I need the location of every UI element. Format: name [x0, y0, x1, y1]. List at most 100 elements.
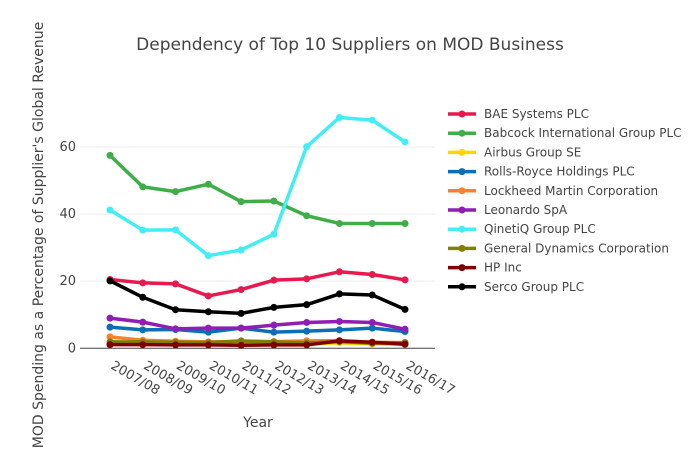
legend-label: HP Inc: [484, 261, 522, 275]
data-point[interactable]: [303, 143, 311, 151]
legend-label: General Dynamics Corporation: [484, 241, 669, 255]
data-point[interactable]: [237, 324, 245, 332]
data-point[interactable]: [335, 337, 343, 345]
series-line: [108, 154, 405, 226]
data-point[interactable]: [106, 314, 114, 322]
data-point[interactable]: [270, 341, 278, 349]
data-point[interactable]: [237, 198, 245, 206]
data-point[interactable]: [139, 226, 147, 234]
data-point[interactable]: [204, 308, 212, 316]
data-point[interactable]: [270, 321, 278, 329]
legend-swatch-marker: [458, 206, 466, 214]
data-point[interactable]: [368, 270, 376, 278]
data-point[interactable]: [172, 325, 180, 333]
legend-swatch-marker: [458, 225, 466, 233]
data-point[interactable]: [368, 116, 376, 124]
data-point[interactable]: [237, 309, 245, 317]
data-point[interactable]: [303, 327, 311, 335]
data-point[interactable]: [335, 268, 343, 276]
data-point[interactable]: [106, 323, 114, 331]
data-point[interactable]: [401, 325, 409, 333]
series-6: [106, 113, 409, 260]
data-point[interactable]: [368, 219, 376, 227]
data-point[interactable]: [270, 230, 278, 238]
legend-item[interactable]: Babcock International Group PLC: [448, 126, 682, 140]
legend-label: Serco Group PLC: [484, 280, 584, 294]
series-9: [106, 277, 409, 317]
data-point[interactable]: [204, 324, 212, 332]
legend-item[interactable]: Leonardo SpA: [448, 203, 568, 217]
legend-item[interactable]: Airbus Group SE: [448, 145, 581, 159]
data-point[interactable]: [204, 180, 212, 188]
data-point[interactable]: [106, 151, 114, 159]
chart-title: Dependency of Top 10 Suppliers on MOD Bu…: [136, 35, 564, 55]
data-point[interactable]: [368, 338, 376, 346]
data-point[interactable]: [139, 293, 147, 301]
data-point[interactable]: [172, 188, 180, 196]
data-point[interactable]: [106, 277, 114, 285]
series-1: [106, 151, 409, 227]
data-point[interactable]: [106, 206, 114, 214]
data-point[interactable]: [106, 341, 114, 349]
data-point[interactable]: [368, 318, 376, 326]
data-point[interactable]: [172, 226, 180, 234]
data-point[interactable]: [139, 326, 147, 334]
data-point[interactable]: [401, 276, 409, 284]
data-point[interactable]: [172, 306, 180, 314]
y-axis-ticks: 0 20 40 60: [59, 140, 76, 356]
data-point[interactable]: [204, 292, 212, 300]
series-0: [106, 268, 409, 300]
data-point[interactable]: [139, 341, 147, 349]
data-point[interactable]: [303, 275, 311, 283]
legend-label: Lockheed Martin Corporation: [484, 184, 658, 198]
legend-label: BAE Systems PLC: [484, 107, 589, 121]
legend-item[interactable]: HP Inc: [448, 261, 522, 275]
data-point[interactable]: [270, 197, 278, 205]
legend-swatch-marker: [458, 148, 466, 156]
data-point[interactable]: [401, 305, 409, 313]
data-point[interactable]: [335, 317, 343, 325]
data-point[interactable]: [335, 326, 343, 334]
data-point[interactable]: [303, 212, 311, 220]
data-point[interactable]: [237, 286, 245, 294]
data-point[interactable]: [335, 290, 343, 298]
data-point[interactable]: [106, 333, 114, 341]
y-tick-label: 0: [68, 341, 76, 356]
data-point[interactable]: [139, 183, 147, 191]
data-point[interactable]: [335, 113, 343, 121]
legend-swatch-marker: [458, 110, 466, 118]
data-point[interactable]: [401, 340, 409, 348]
data-point[interactable]: [237, 246, 245, 254]
data-point[interactable]: [204, 252, 212, 260]
data-point[interactable]: [303, 301, 311, 309]
data-point[interactable]: [237, 341, 245, 349]
legend-item[interactable]: General Dynamics Corporation: [448, 241, 669, 255]
data-point[interactable]: [172, 280, 180, 288]
legend-item[interactable]: QinetiQ Group PLC: [448, 222, 596, 236]
legend-swatch-marker: [458, 129, 466, 137]
x-axis-ticks: 2007/082008/092009/102010/112011/122012/…: [108, 358, 457, 398]
data-point[interactable]: [368, 324, 376, 332]
data-point[interactable]: [303, 341, 311, 349]
legend-item[interactable]: Lockheed Martin Corporation: [448, 184, 658, 198]
legend-item[interactable]: Serco Group PLC: [448, 280, 584, 294]
data-point[interactable]: [270, 303, 278, 311]
data-point[interactable]: [172, 341, 180, 349]
data-point[interactable]: [401, 138, 409, 146]
data-point[interactable]: [139, 279, 147, 287]
legend-item[interactable]: BAE Systems PLC: [448, 107, 589, 121]
legend-item[interactable]: Rolls-Royce Holdings PLC: [448, 165, 635, 179]
series-5: [106, 314, 409, 333]
series-line: [110, 339, 406, 348]
legend-label: Airbus Group SE: [484, 145, 581, 159]
legend-swatch-marker: [458, 168, 466, 176]
data-point[interactable]: [303, 318, 311, 326]
data-point[interactable]: [139, 318, 147, 326]
data-point[interactable]: [335, 219, 343, 227]
data-point[interactable]: [270, 328, 278, 336]
data-point[interactable]: [204, 341, 212, 349]
legend-label: Leonardo SpA: [484, 203, 568, 217]
data-point[interactable]: [270, 276, 278, 284]
data-point[interactable]: [368, 291, 376, 299]
data-point[interactable]: [401, 219, 409, 227]
